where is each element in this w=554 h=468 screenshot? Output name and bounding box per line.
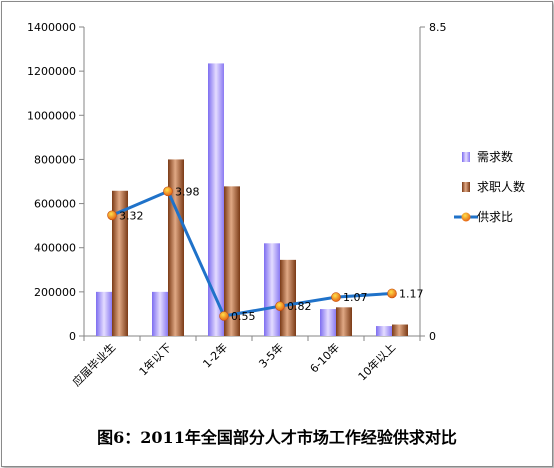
ratio-point	[107, 210, 117, 221]
x-category-label: 6-10年	[307, 340, 342, 375]
chart-svg: 0 200000 400000 600000 800000 1000000 1200000 1…	[27, 21, 525, 389]
legend-label: 供求比	[477, 210, 513, 224]
x-category-label: 1年以下	[136, 340, 174, 378]
legend-swatch-demand	[462, 152, 470, 162]
ratio-point	[331, 292, 341, 302]
bar-seekers	[336, 307, 352, 336]
ratio-data-label: 1.07	[343, 291, 368, 304]
bar-seekers	[280, 259, 296, 336]
bar-demand	[376, 326, 392, 336]
y-left-tick-label: 1000000	[27, 109, 76, 122]
bar-demand	[264, 243, 280, 336]
ratio-data-label: 1.17	[399, 287, 424, 300]
y-right-tick-label: 0	[429, 330, 436, 343]
ratio-point	[275, 301, 285, 311]
y-left-tick-label: 400000	[34, 242, 76, 255]
ratio-data-label: 0.55	[231, 310, 256, 323]
y-left-tick-label: 1400000	[27, 21, 76, 34]
bar-seekers	[112, 190, 128, 336]
chart-title: 图6：2011年全国部分人才市场工作经验供求对比	[97, 428, 457, 447]
bar-demand	[208, 63, 224, 337]
ratio-point	[387, 288, 397, 299]
x-category-label: 应届毕业生	[69, 340, 118, 389]
y-left-tick-label: 200000	[34, 286, 76, 299]
y-left-tick-label: 1200000	[27, 65, 76, 78]
y-right-tick-label: 8.5	[429, 21, 447, 34]
bar-seekers	[224, 186, 240, 336]
ratio-point	[219, 311, 229, 321]
legend-swatch-seekers	[462, 182, 470, 192]
ratio-data-label: 3.98	[175, 185, 200, 198]
bar-demand	[320, 309, 336, 336]
legend-label: 需求数	[477, 149, 513, 164]
y-left-tick-label: 800000	[34, 153, 76, 166]
x-category-label: 10年以上	[355, 340, 398, 383]
y-left-tick-label: 0	[69, 330, 76, 343]
ratio-data-label: 3.32	[119, 209, 144, 222]
x-category-label: 3-5年	[256, 340, 286, 370]
bar-demand	[152, 291, 168, 336]
bar-demand	[96, 291, 112, 336]
legend-label: 求职人数	[477, 179, 525, 194]
legend-swatch-ratio-marker	[461, 212, 471, 222]
ratio-data-label: 0.82	[287, 300, 312, 313]
ratio-point	[163, 186, 173, 197]
line-supply-demand-ratio	[111, 189, 393, 318]
y-left-tick-label: 600000	[34, 198, 76, 211]
bar-seekers	[392, 324, 408, 336]
x-category-label: 1-2年	[200, 340, 230, 370]
